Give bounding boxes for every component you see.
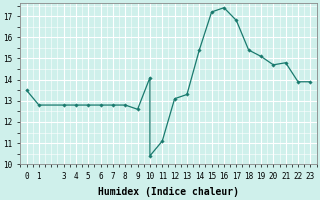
X-axis label: Humidex (Indice chaleur): Humidex (Indice chaleur) (98, 186, 239, 197)
